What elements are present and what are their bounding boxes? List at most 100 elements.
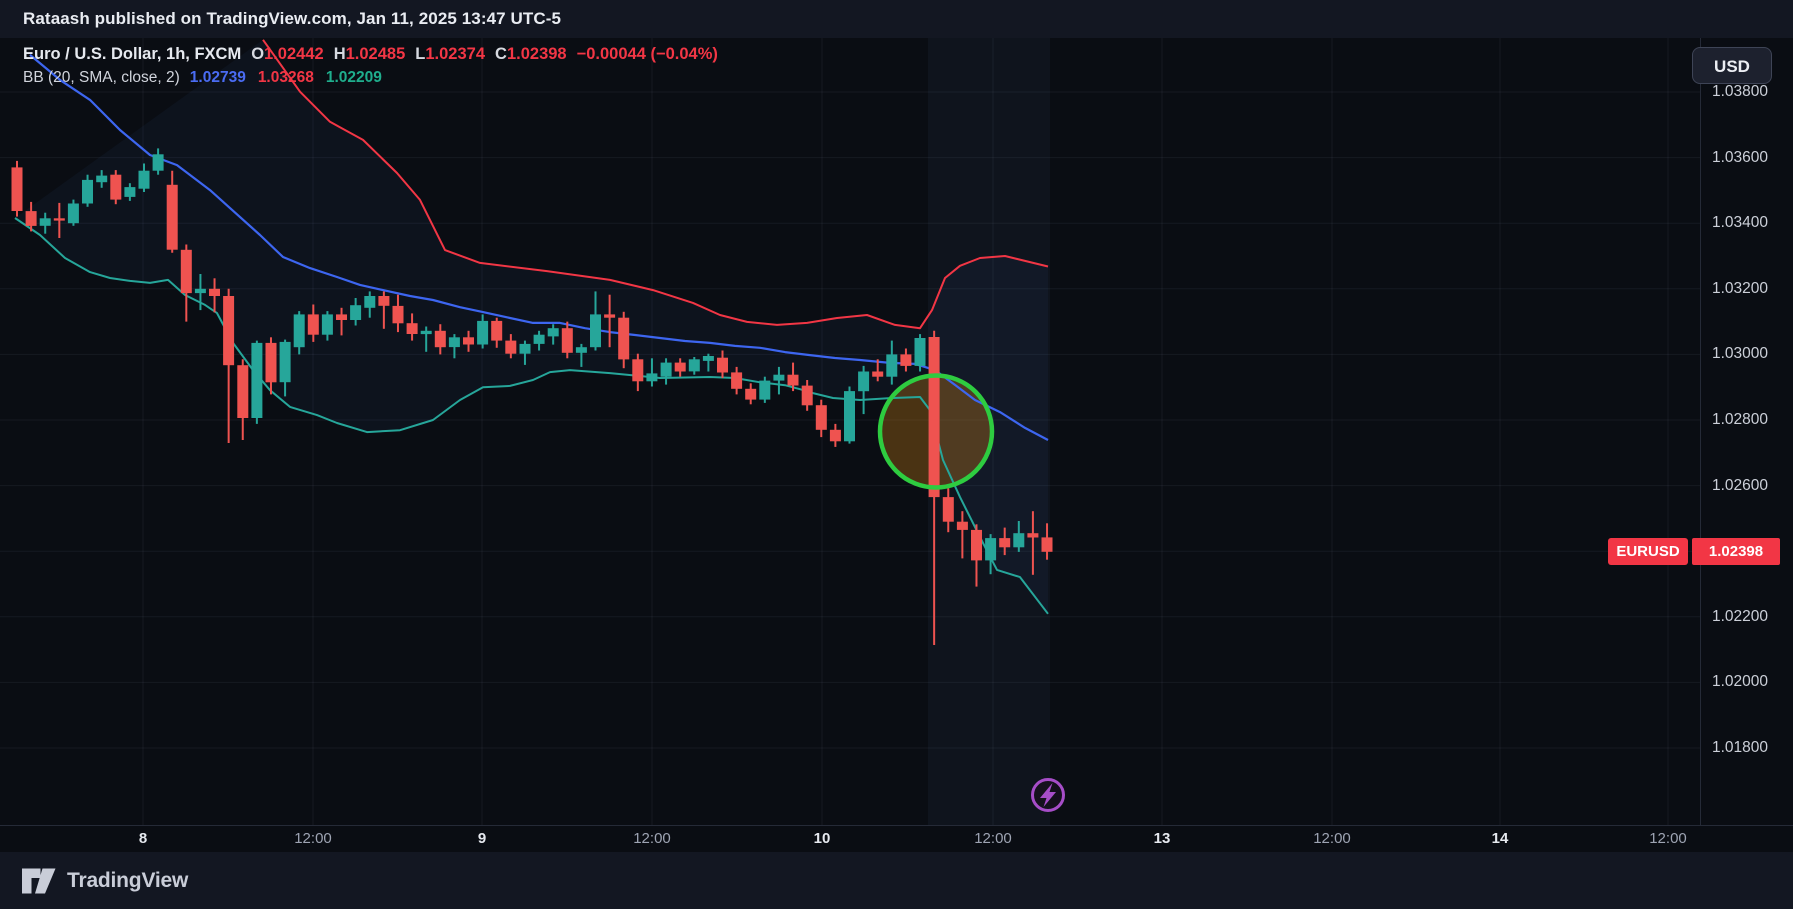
- price-tick-label: 1.03600: [1712, 149, 1769, 166]
- candle-body: [914, 338, 926, 366]
- tradingview-brand-text[interactable]: TradingView: [67, 868, 189, 892]
- chart-region: Euro / U.S. Dollar, 1h, FXCM O1.02442 H1.0…: [0, 38, 1793, 825]
- candle-body: [999, 538, 1011, 548]
- candle-body: [194, 288, 206, 294]
- candle-body: [590, 314, 601, 348]
- bb-lower-value: 1.02209: [325, 69, 382, 86]
- candle-body: [985, 538, 997, 561]
- candle-body: [25, 211, 37, 226]
- time-tick-label: 12:00: [1313, 830, 1351, 847]
- price-tick-label: 1.02000: [1712, 673, 1769, 690]
- candle-body: [67, 203, 79, 224]
- candle-body: [646, 373, 658, 382]
- candle-body: [688, 359, 700, 372]
- price-tick-label: 1.02200: [1712, 608, 1769, 625]
- candle-body: [364, 296, 376, 308]
- time-tick-label: 10: [813, 830, 831, 847]
- candle-body: [477, 320, 489, 345]
- price-tick-label: 1.01800: [1712, 739, 1769, 756]
- high-label: H: [333, 45, 346, 63]
- candle-body: [138, 170, 150, 189]
- candle-body: [279, 341, 291, 383]
- candle-body: [519, 343, 531, 354]
- candle-body: [829, 429, 841, 442]
- candle-body: [448, 337, 460, 348]
- time-tick-label: 12:00: [294, 830, 332, 847]
- time-tick-label: 14: [1491, 830, 1509, 847]
- candle-body: [731, 372, 743, 389]
- bb-indicator-label: BB (20, SMA, close, 2): [23, 69, 180, 86]
- bb-basis-line: [29, 54, 1049, 441]
- candle-body: [96, 175, 108, 183]
- candle-body: [717, 357, 728, 373]
- candle-body: [702, 356, 714, 361]
- time-axis[interactable]: 8 12:00 9 12:00 10 12:00 13 12:00 14 12:00: [0, 825, 1793, 852]
- time-tick-label: 13: [1153, 830, 1171, 847]
- publish-attribution-text: Rataash published on TradingView.com, Ja…: [23, 9, 562, 28]
- candle-body: [618, 317, 630, 360]
- candle-body: [110, 174, 122, 200]
- open-label: O: [251, 45, 265, 63]
- candle-body: [82, 179, 93, 204]
- symbol-title: Euro / U.S. Dollar, 1h, FXCM: [23, 45, 242, 63]
- candle-body: [759, 380, 771, 400]
- candle-body: [872, 371, 884, 377]
- open-value: 1.02442: [264, 45, 324, 63]
- candle-body: [801, 385, 813, 406]
- candle-body: [928, 337, 940, 498]
- candle-body: [900, 354, 912, 366]
- candle-body: [124, 187, 136, 197]
- candle-body: [575, 347, 587, 353]
- symbol-price-label-badge: EURUSD: [1608, 538, 1688, 565]
- candle-body: [773, 374, 785, 381]
- candle-body: [491, 320, 503, 341]
- price-axis[interactable]: 1.03800 1.03600 1.03400 1.03200 1.03000 1.028…: [1700, 38, 1793, 825]
- candle-body: [53, 218, 65, 221]
- tradingview-logo-icon[interactable]: [22, 867, 56, 895]
- candle-body: [956, 521, 968, 530]
- candle-body: [858, 371, 870, 392]
- bb-basis-value: 1.02739: [189, 69, 246, 86]
- candle-body: [886, 354, 898, 377]
- currency-toggle-button[interactable]: USD: [1692, 47, 1772, 84]
- candle-body: [1027, 533, 1039, 538]
- candle-body: [434, 330, 446, 348]
- candle-body: [604, 314, 616, 318]
- candle-body: [420, 330, 432, 335]
- bb-band-fill: [15, 39, 1048, 614]
- chart-legend: Euro / U.S. Dollar, 1h, FXCM O1.02442 H1.0…: [23, 45, 718, 87]
- change-value: −0.00044 (−0.04%): [576, 45, 718, 63]
- candle-body: [787, 374, 799, 386]
- low-value: 1.02374: [425, 45, 486, 63]
- candle-body: [378, 296, 390, 306]
- candle-body: [815, 405, 827, 430]
- candle-body: [745, 388, 757, 400]
- candle-body: [1013, 533, 1025, 548]
- low-label: L: [415, 45, 426, 63]
- bb-upper-band-line: [262, 39, 1049, 330]
- candle-body: [971, 529, 982, 561]
- candlestick-chart-canvas[interactable]: [0, 38, 1700, 825]
- candle-body: [152, 154, 164, 171]
- candle-body: [406, 323, 418, 334]
- price-tick-label: 1.03200: [1712, 280, 1769, 297]
- candle-body: [265, 342, 277, 383]
- candle-body: [660, 362, 672, 377]
- candle-body: [533, 334, 545, 344]
- high-value: 1.02485: [345, 45, 406, 63]
- highlight-circle-annotation[interactable]: [877, 373, 995, 490]
- bb-indicator-legend-row[interactable]: BB (20, SMA, close, 2) 1.02739 1.03268 1.02…: [23, 69, 718, 87]
- close-label: C: [495, 45, 507, 63]
- candle-body: [209, 288, 220, 296]
- candle-body: [237, 365, 249, 418]
- candle-body: [39, 218, 51, 226]
- candle-body: [307, 314, 319, 335]
- candle-body: [293, 314, 305, 348]
- candle-body: [1041, 537, 1053, 552]
- lightning-bolt-icon: [1040, 783, 1056, 807]
- candle-body: [844, 391, 855, 442]
- symbol-legend-row[interactable]: Euro / U.S. Dollar, 1h, FXCM O1.02442 H1.0…: [23, 45, 718, 64]
- time-tick-label: 9: [477, 830, 487, 847]
- candle-body: [336, 314, 347, 320]
- candle-body: [674, 362, 686, 372]
